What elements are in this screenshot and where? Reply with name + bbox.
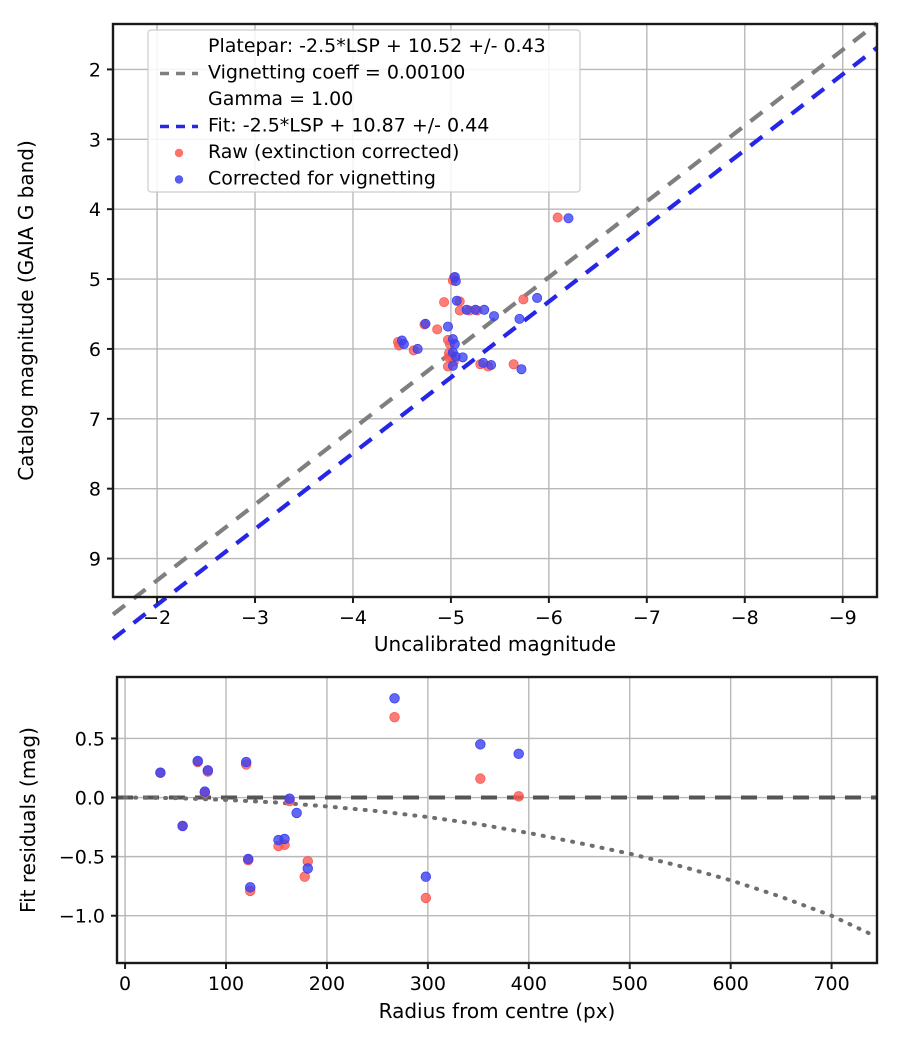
data-point (532, 292, 543, 303)
y-tick-label: 9 (89, 549, 101, 571)
x-tick-label: 300 (410, 973, 446, 995)
residual-point (192, 755, 203, 767)
fit-line-fit (111, 46, 879, 641)
x-tick-label: −8 (731, 607, 759, 629)
residual-point (199, 786, 211, 797)
y-tick-label: 0.0 (75, 788, 105, 810)
data-point (398, 339, 409, 350)
residual-point (284, 793, 295, 804)
series-raw (155, 711, 524, 904)
data-point (457, 352, 468, 363)
data-point (516, 364, 527, 375)
data-point (486, 360, 497, 371)
data-point (508, 359, 519, 370)
y-axis-title: Fit residuals (mag) (16, 727, 40, 913)
vignetting-curve (123, 795, 874, 937)
residual-point (475, 739, 486, 750)
x-axis-title: Radius from centre (px) (379, 999, 616, 1023)
data-point (412, 343, 423, 354)
residual-point (177, 820, 188, 832)
y-tick-label: 2 (89, 59, 101, 81)
y-tick-label: −0.5 (59, 847, 105, 869)
data-point (514, 313, 525, 324)
plot-frame (111, 22, 879, 599)
y-tick-label: 0.5 (75, 728, 105, 750)
residual-point (243, 853, 254, 865)
plot-frame (115, 675, 879, 965)
residual-point (202, 765, 214, 776)
residual-point (155, 767, 166, 778)
residual-point (245, 882, 256, 893)
series-corrected (396, 213, 574, 375)
residual-point (513, 791, 524, 802)
x-tick-label: 600 (713, 973, 749, 995)
y-tick-label: 4 (89, 199, 101, 221)
residual-point (420, 871, 432, 882)
data-point (432, 324, 443, 335)
legend-entry-label: Fit: -2.5*LSP + 10.87 +/- 0.44 (208, 115, 489, 137)
x-tick-label: −5 (437, 607, 465, 629)
x-tick-label: 0 (119, 973, 131, 995)
y-tick-label: 5 (89, 269, 101, 291)
y-axis-title: Catalog magnitude (GAIA G band) (14, 140, 38, 481)
x-tick-label: −6 (535, 607, 563, 629)
data-point (450, 276, 461, 287)
data-point (442, 321, 453, 332)
x-tick-label: 100 (208, 973, 244, 995)
data-point (470, 304, 481, 315)
data-point (552, 212, 563, 223)
x-tick-label: −9 (829, 607, 857, 629)
data-point (439, 297, 450, 308)
x-tick-label: 200 (309, 973, 345, 995)
x-tick-label: 400 (511, 973, 547, 995)
fit-line-platepar (111, 21, 879, 617)
legend-entry-label: Corrected for vignetting (208, 168, 436, 190)
data-point (451, 295, 462, 306)
residual-point (389, 711, 400, 723)
x-tick-label: 500 (612, 973, 648, 995)
data-point (489, 311, 500, 322)
legend-dot-marker (174, 148, 184, 158)
residual-point (302, 863, 313, 874)
y-tick-label: −1.0 (59, 906, 105, 928)
data-point (518, 294, 529, 305)
x-tick-label: 700 (813, 973, 849, 995)
legend-entry-label: Platepar: -2.5*LSP + 10.52 +/- 0.43 (208, 35, 546, 57)
data-point (420, 318, 431, 329)
data-point (447, 360, 458, 371)
y-tick-label: 8 (89, 479, 101, 501)
residual-point (475, 773, 486, 784)
x-tick-label: −4 (339, 607, 367, 629)
legend-entry-label: Vignetting coeff = 0.00100 (208, 62, 465, 84)
fit-residuals-plot: 0 100 200 300 400 500 600 700 0.5 0.0 −0.5 −1.0 Radi… (16, 675, 879, 1023)
data-point (461, 304, 472, 315)
x-tick-label: −7 (633, 607, 661, 629)
legend-entry-label: Gamma = 1.00 (208, 88, 353, 110)
data-point (563, 213, 574, 224)
residual-point (291, 807, 302, 819)
x-tick-label: −2 (143, 607, 171, 629)
data-point (479, 304, 490, 315)
legend-dot-marker (174, 175, 184, 184)
legend-box (147, 29, 581, 193)
y-tick-label: 3 (89, 129, 101, 151)
legend-entry-label: Raw (extinction corrected) (208, 141, 459, 163)
residual-point (513, 748, 524, 760)
residual-point (420, 892, 432, 904)
series-corrected (155, 693, 524, 893)
photometric-calibration-plot: −2 −3 −4 −5 −6 −7 −8 −9 2 3 4 5 6 7 8 9 Uncalibrated mag… (14, 21, 879, 656)
residual-point (240, 756, 252, 768)
residual-point (279, 833, 290, 845)
data-point (449, 339, 460, 350)
x-axis-title: Uncalibrated magnitude (374, 632, 616, 656)
y-tick-label: 7 (89, 409, 101, 431)
residual-point (389, 693, 400, 704)
x-tick-label: −3 (241, 607, 269, 629)
y-tick-label: 6 (89, 339, 101, 361)
